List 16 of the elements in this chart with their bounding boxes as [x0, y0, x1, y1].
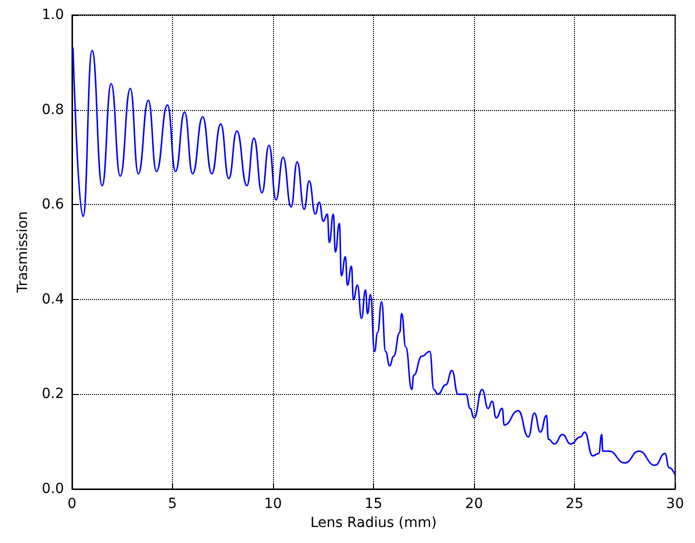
y-tick-label: 0.6: [42, 196, 64, 213]
y-tick-label: 0.2: [42, 386, 64, 402]
x-tick-label: 5: [168, 496, 177, 512]
line-series: [72, 47, 676, 476]
x-tick-label: 20: [465, 496, 483, 512]
x-axis-title: Lens Radius (mm): [310, 515, 437, 531]
y-axis-title: Trasmission: [15, 211, 31, 294]
y-tick-label: 0.4: [42, 291, 64, 308]
x-tick-label: 15: [364, 496, 382, 512]
x-tick-label: 30: [666, 496, 684, 512]
y-tick-label: 0.8: [42, 102, 64, 118]
x-tick-label: 25: [566, 496, 584, 512]
y-tick-label: 0.0: [42, 481, 64, 497]
x-tick-label: 0: [68, 496, 76, 512]
y-tick-label: 1.0: [42, 7, 64, 23]
x-tick-label: 10: [264, 496, 282, 512]
